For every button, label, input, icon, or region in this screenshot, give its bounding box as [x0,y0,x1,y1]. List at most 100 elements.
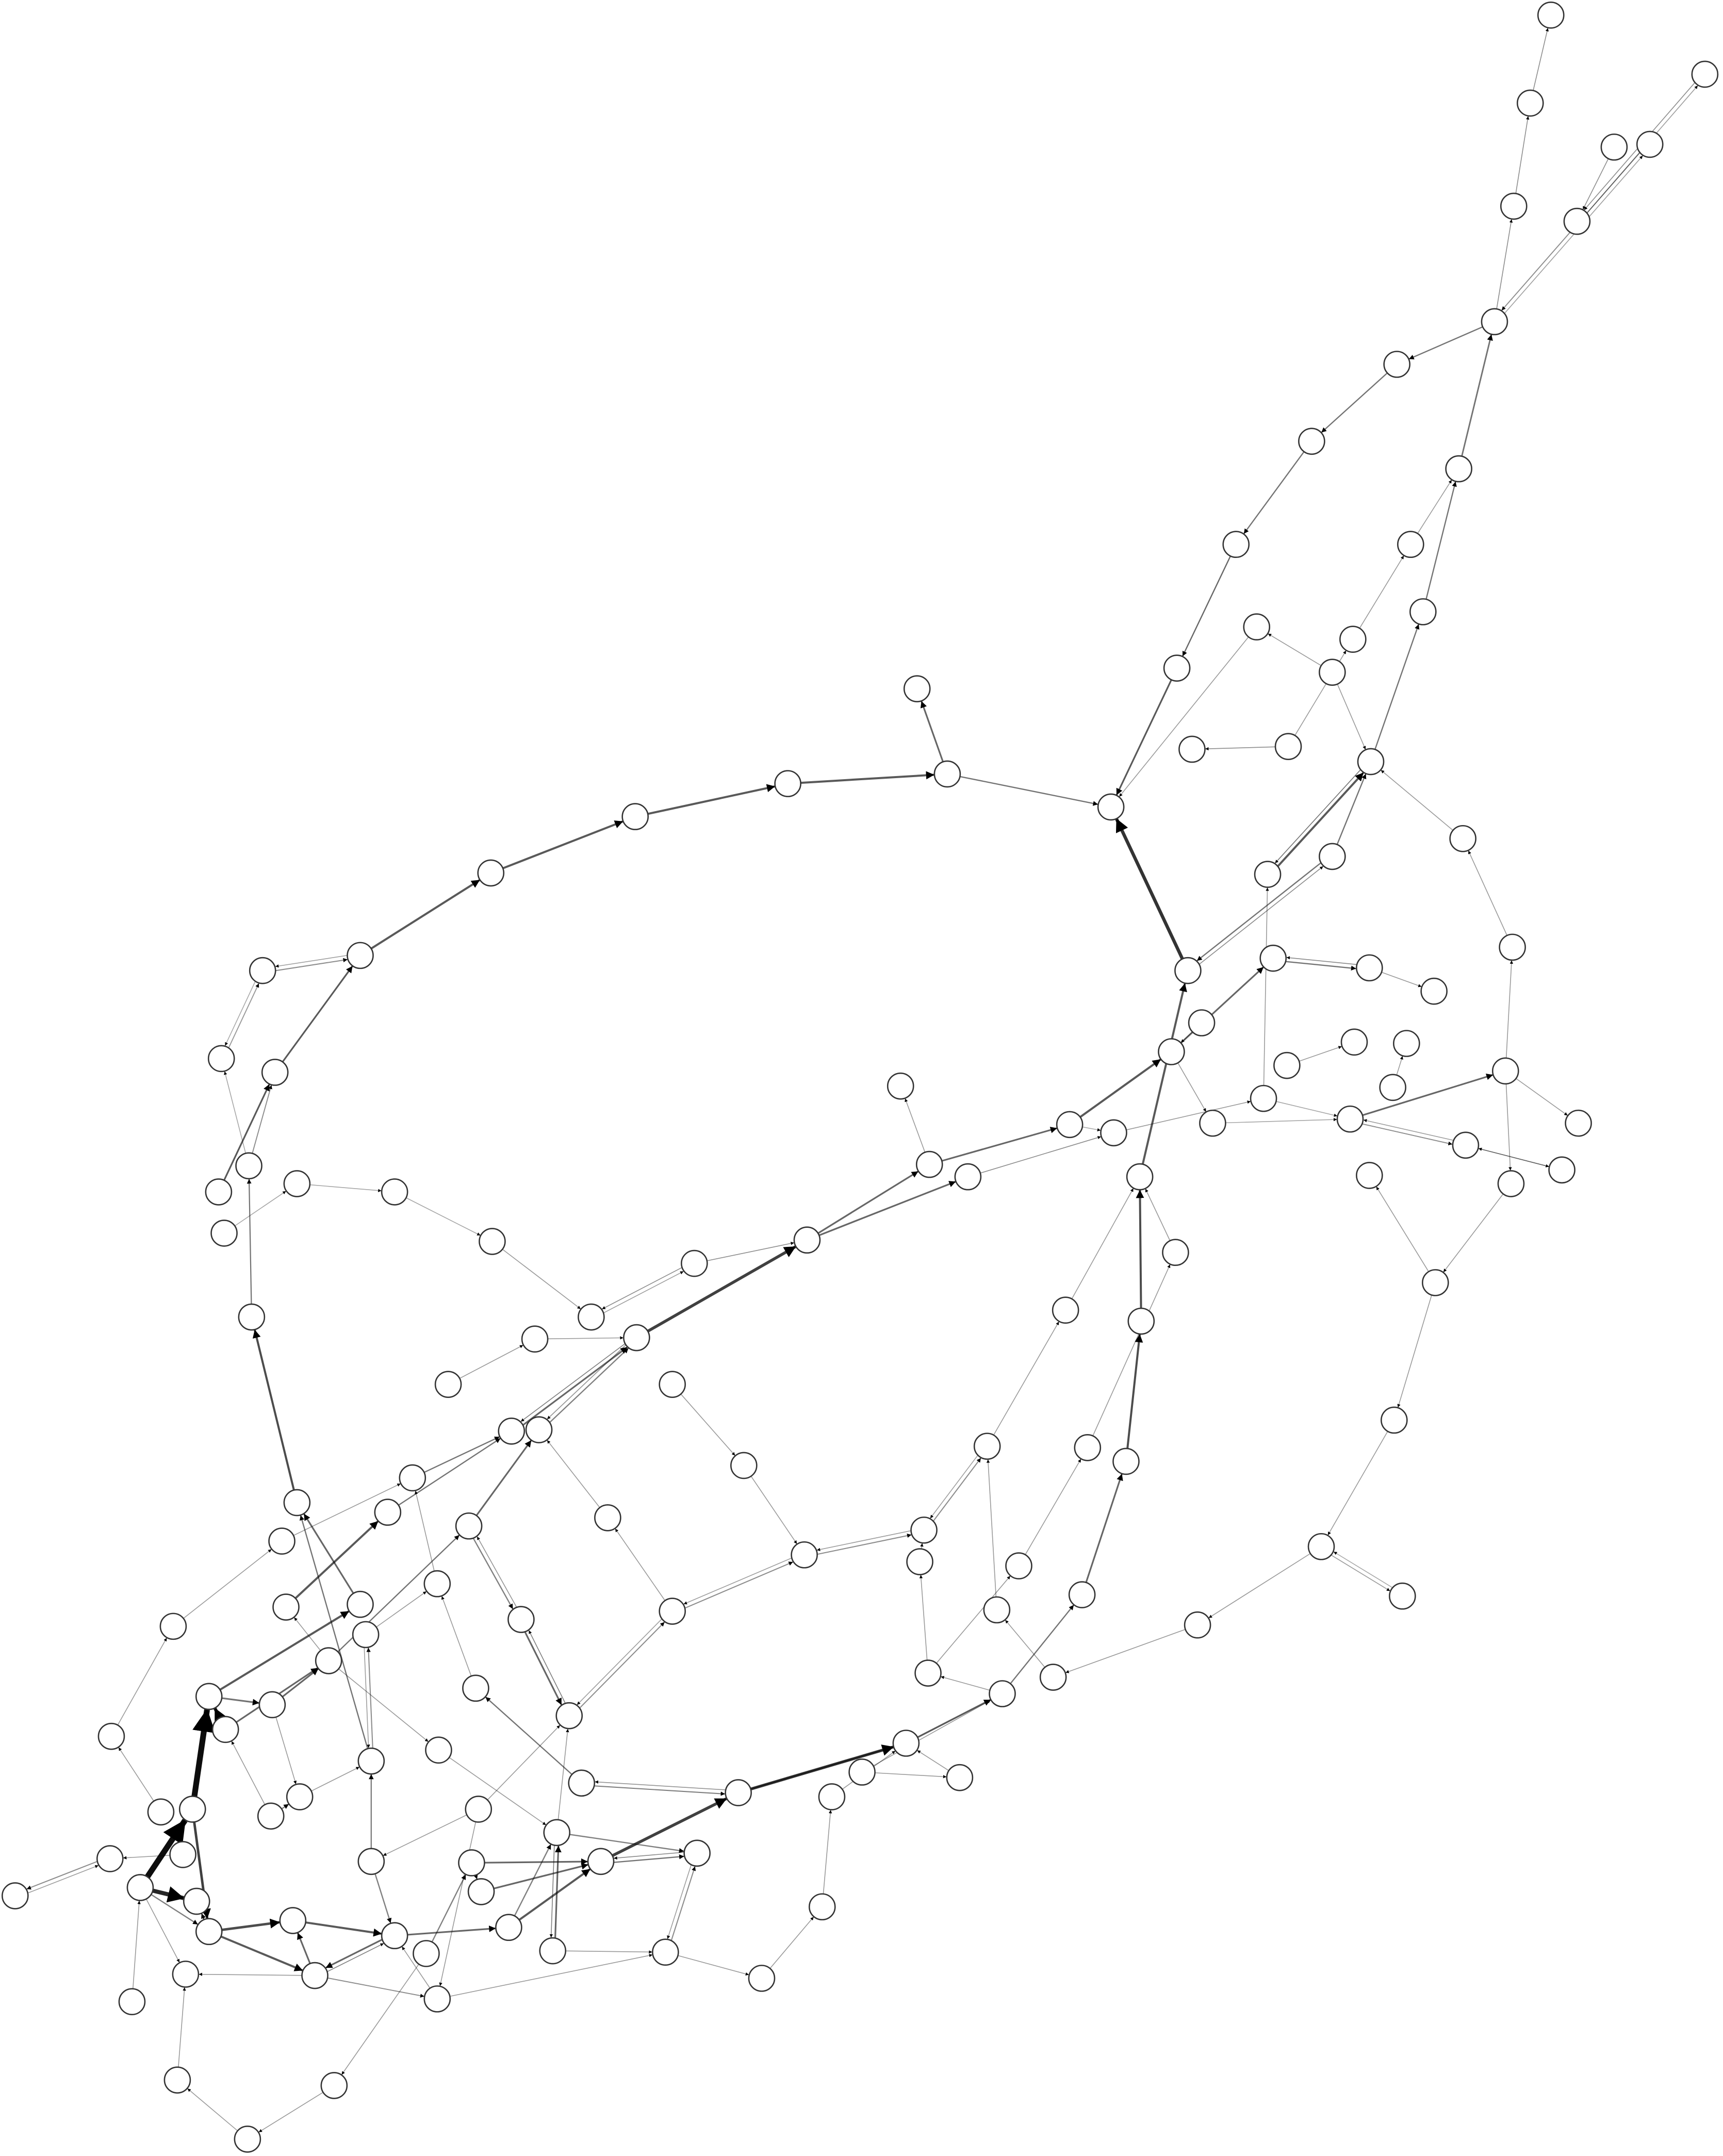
edge-a82-a73 [475,1440,532,1516]
graph-node [621,803,649,830]
danger-node [172,1961,200,1988]
graph-node [906,1548,933,1575]
edge-a103-a89 [441,1596,472,1676]
graph-node [1381,1406,1408,1434]
graph-node [683,1839,711,1867]
edge-a138-a123 [554,1846,562,1938]
graph-node [357,1848,385,1875]
edge-layer [26,28,1698,2133]
edge-a79-a64 [252,1329,295,1491]
edge-a84-a74 [932,1458,981,1522]
edge-a93-a79 [303,1513,354,1594]
edge-a49-a42 [980,1135,1101,1174]
graph-node [479,1228,506,1255]
edge-a42-a40 [1126,1100,1251,1130]
graph-node [1162,1239,1189,1266]
graph-node [1516,89,1544,117]
graph-node [1691,60,1719,88]
edge-a59-a63 [502,1248,581,1309]
edge-a98-a102 [1065,1628,1186,1673]
edge-a6-a3 [1461,334,1493,457]
edge-a96-a108 [524,1631,562,1705]
edge-a134-a128 [518,1868,591,1921]
graph-node [774,770,801,797]
edge-a113-a105 [873,1700,991,1766]
edge-a136-a140 [325,1938,383,1969]
edge-a67-a72 [520,1343,626,1422]
edge-a129-a128 [493,1863,588,1889]
graph-node [1336,1105,1364,1133]
graph-node [892,1730,920,1757]
graph-node [748,1965,776,1992]
graph-node [1319,843,1346,870]
edge-a107-a104 [213,1707,227,1723]
graph-node [1127,1307,1155,1335]
graph-node [1250,1084,1277,1112]
graph-node [257,1802,285,1830]
edge-a52-a62 [1443,1193,1504,1273]
graph-node [1178,735,1206,763]
edge-a12-a16 [1337,684,1366,750]
graph-node [374,1499,402,1526]
graph-node [1600,133,1628,161]
edge-r2-a131 [26,1861,97,1890]
edge-a17-g2 [920,701,944,762]
edge-a78-a72 [423,1436,500,1473]
edge-a62-a51 [1376,1187,1429,1272]
edge-a19-a16 [1381,770,1453,831]
edge-a29-a20 [1199,866,1323,965]
edge-a40-a21 [1263,887,1269,1086]
target-node [903,675,931,702]
edge-a143-a137 [450,1954,653,1997]
graph-node [381,1178,408,1206]
edge-a65-a50 [1071,1188,1134,1299]
graph-node [933,760,961,788]
edge-a100-a89 [376,1591,427,1628]
edge-a3-a4 [1409,326,1483,360]
danger-node [96,1845,124,1872]
graph-node [1409,598,1437,626]
graph-node [587,1848,615,1875]
graph-node [467,1878,495,1905]
graph-node [1243,613,1271,640]
edge-a100-a112 [364,1647,370,1748]
graph-node [725,1779,752,1806]
graph-node [238,1303,266,1331]
edge-a111-a105 [917,1699,991,1738]
graph-node [183,1887,210,1915]
graph-node [357,1747,385,1775]
graph-node [1298,427,1325,455]
graph-node [848,1758,876,1786]
edge-a27-a28 [1286,961,1356,971]
graph-node [1184,1611,1211,1639]
edge-a105-a94 [1010,1605,1074,1684]
edge-a60-a58 [707,1242,794,1261]
graph-node [989,1680,1016,1707]
edge-a46-a44 [1363,1119,1454,1141]
edge-a137-a125 [670,1866,696,1941]
graph-node [1357,748,1385,776]
graph-node [1005,1552,1032,1579]
edge-a21-a16 [1277,772,1364,867]
edge-a119-a104 [191,1708,216,1797]
edge-a87-a98 [1208,1553,1311,1618]
edge-a121-a126 [383,1814,467,1856]
edge-a104-a93 [219,1610,350,1691]
graph-node [195,1918,223,1946]
edge-a121-a108 [487,1725,561,1801]
edge-a55-a56 [309,1184,382,1192]
graph-node [381,1922,408,1950]
graph-node [1420,977,1448,1005]
edge-a17-g3 [960,776,1098,806]
edge-a140-a133 [297,1932,311,1964]
edge-a2-a1 [1515,116,1530,194]
edge-a134-a123 [514,1844,552,1916]
edge-a84-a85 [816,1530,911,1551]
graph-node [205,1178,233,1206]
graph-node [1548,1156,1576,1184]
graph-node [1339,626,1367,653]
edge-s1-a130 [152,1886,185,1903]
edge-a28-a27 [1286,956,1357,965]
graph-node [1445,455,1472,483]
graph-node [347,1590,374,1618]
